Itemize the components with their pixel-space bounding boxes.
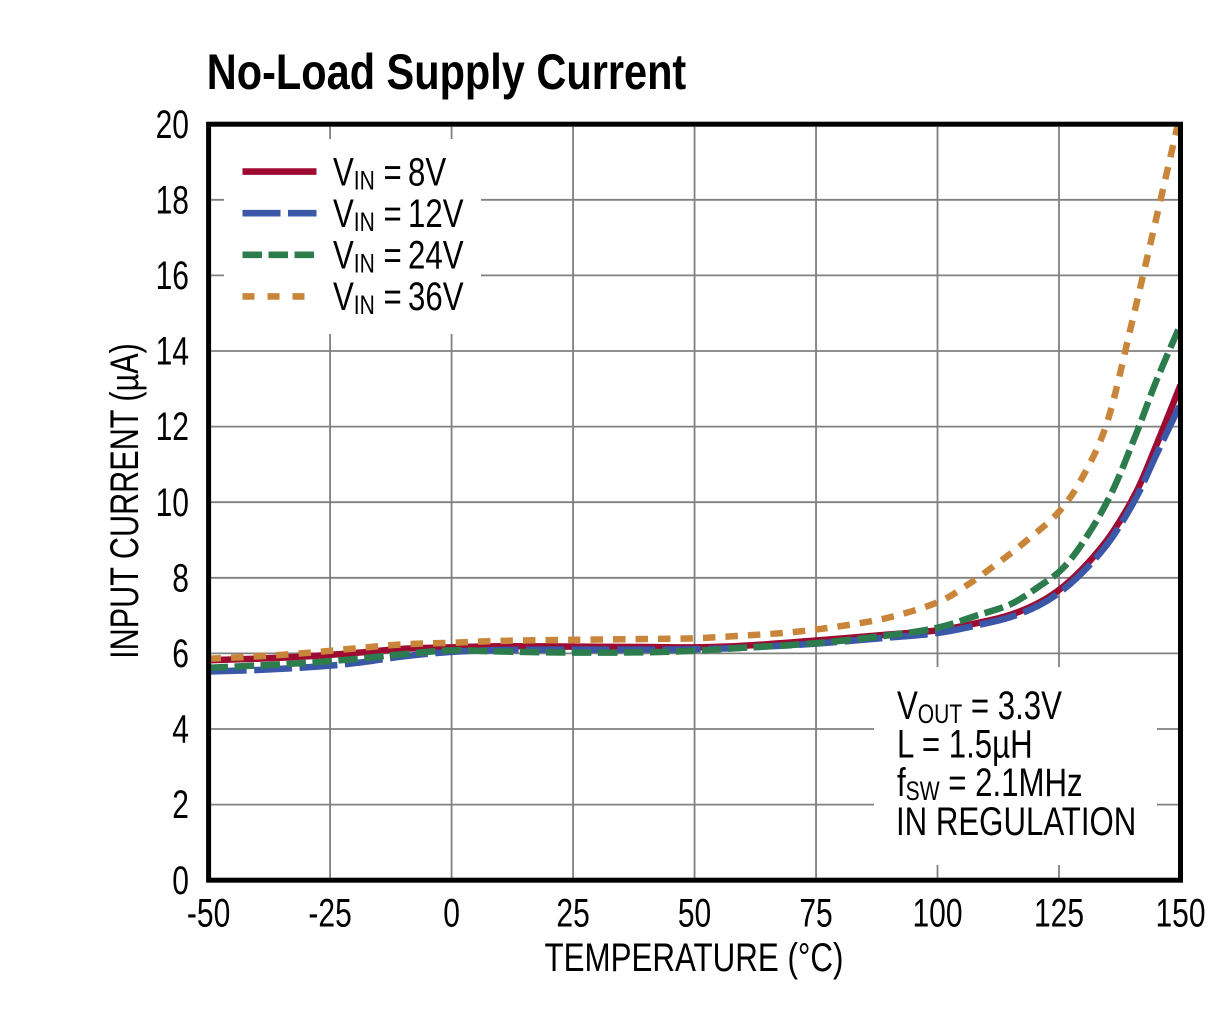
svg-text:-25: -25 [308, 892, 351, 936]
svg-text:20: 20 [156, 103, 189, 147]
svg-text:TEMPERATURE (°C): TEMPERATURE (°C) [545, 934, 844, 980]
svg-text:150: 150 [1155, 892, 1205, 936]
svg-text:75: 75 [799, 892, 832, 936]
svg-text:50: 50 [678, 892, 711, 936]
svg-text:VIN = 8V: VIN = 8V [333, 150, 446, 196]
svg-text:8: 8 [172, 556, 189, 600]
svg-text:0: 0 [172, 859, 189, 903]
svg-text:2: 2 [172, 783, 189, 827]
svg-text:10: 10 [156, 481, 189, 525]
svg-text:INPUT CURRENT (µA): INPUT CURRENT (µA) [102, 343, 147, 659]
svg-text:No-Load Supply Current: No-Load Supply Current [207, 43, 686, 100]
svg-text:100: 100 [912, 892, 962, 936]
svg-text:18: 18 [156, 178, 189, 222]
svg-text:6: 6 [172, 632, 189, 676]
svg-text:VOUT = 3.3V: VOUT = 3.3V [897, 683, 1062, 729]
svg-text:16: 16 [156, 254, 189, 298]
svg-text:VIN = 12V: VIN = 12V [333, 191, 464, 237]
svg-text:25: 25 [556, 892, 589, 936]
svg-text:0: 0 [443, 892, 460, 936]
svg-text:IN REGULATION: IN REGULATION [896, 799, 1136, 844]
svg-text:4: 4 [172, 708, 189, 752]
svg-text:-50: -50 [187, 892, 230, 936]
svg-text:VIN = 24V: VIN = 24V [333, 233, 464, 279]
svg-text:12: 12 [156, 405, 189, 449]
svg-text:VIN = 36V: VIN = 36V [333, 275, 464, 321]
svg-text:14: 14 [156, 330, 189, 374]
svg-text:fSW = 2.1MHz: fSW = 2.1MHz [897, 761, 1083, 807]
svg-text:125: 125 [1034, 892, 1084, 936]
svg-text:L = 1.5µH: L = 1.5µH [897, 722, 1033, 767]
